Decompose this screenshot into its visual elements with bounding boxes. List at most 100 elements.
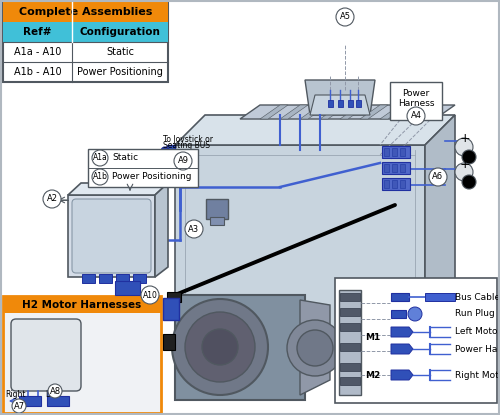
Bar (328, 100, 333, 107)
Polygon shape (300, 300, 330, 395)
Circle shape (141, 286, 159, 304)
Bar (356, 100, 361, 107)
Bar (340, 293, 360, 301)
Text: Static: Static (112, 154, 138, 163)
Bar (335, 278, 497, 403)
Text: +: + (460, 132, 470, 144)
Bar (382, 178, 410, 190)
Text: A1b - A10: A1b - A10 (14, 67, 62, 77)
Text: To Joystick or: To Joystick or (163, 134, 213, 144)
Text: H2 Motor Harnesses: H2 Motor Harnesses (22, 300, 142, 310)
Polygon shape (175, 115, 455, 145)
Polygon shape (380, 105, 408, 119)
Circle shape (161, 147, 169, 155)
Circle shape (336, 8, 354, 26)
Polygon shape (240, 105, 455, 119)
Text: Left Motor: Left Motor (455, 327, 500, 337)
Bar (391, 293, 409, 301)
Text: A3: A3 (188, 225, 200, 234)
Polygon shape (310, 95, 370, 115)
Bar (47, 396, 69, 406)
Circle shape (172, 299, 268, 395)
Polygon shape (68, 183, 168, 195)
Text: M2: M2 (365, 371, 380, 379)
Text: Seating BUS: Seating BUS (163, 142, 210, 151)
Bar (382, 146, 410, 158)
Circle shape (408, 307, 422, 321)
Text: A8: A8 (50, 386, 60, 395)
Text: Power Positioning: Power Positioning (77, 67, 163, 77)
Circle shape (92, 150, 108, 166)
Bar (99, 274, 112, 283)
Bar (425, 293, 455, 301)
Bar (390, 82, 442, 120)
Bar (167, 145, 175, 157)
Bar (3, 296, 161, 413)
Bar (167, 292, 181, 302)
Bar (382, 162, 410, 174)
Circle shape (407, 107, 425, 125)
Circle shape (92, 169, 108, 185)
Bar (163, 334, 175, 350)
Bar (400, 180, 405, 188)
Bar (391, 310, 406, 318)
Polygon shape (305, 80, 375, 115)
FancyBboxPatch shape (11, 319, 81, 391)
Bar (210, 217, 224, 225)
Bar (3, 296, 161, 313)
Circle shape (174, 152, 192, 170)
Circle shape (287, 320, 343, 376)
Polygon shape (260, 105, 288, 119)
Bar (392, 148, 397, 156)
Text: A6: A6 (432, 173, 444, 181)
Circle shape (297, 330, 333, 366)
Circle shape (12, 399, 26, 413)
Polygon shape (400, 105, 428, 119)
Bar (3, 2, 168, 82)
Circle shape (48, 384, 62, 398)
Text: +: + (460, 159, 470, 171)
Circle shape (462, 175, 476, 189)
Polygon shape (68, 195, 155, 277)
Text: Right: Right (6, 390, 26, 398)
Polygon shape (155, 183, 168, 277)
Polygon shape (175, 145, 425, 365)
Polygon shape (425, 115, 455, 365)
Text: Run Plug: Run Plug (455, 310, 495, 318)
Polygon shape (360, 105, 388, 119)
Circle shape (455, 138, 473, 156)
Bar (392, 180, 397, 188)
Text: A1a - A10: A1a - A10 (14, 47, 62, 57)
Bar (3, 2, 168, 22)
Bar (340, 308, 360, 316)
Text: A2: A2 (46, 195, 58, 203)
Polygon shape (391, 327, 413, 337)
Text: A1a: A1a (92, 154, 108, 163)
Text: Bus Cable: Bus Cable (455, 293, 500, 302)
Text: Power: Power (402, 88, 429, 98)
Bar (19, 396, 41, 406)
Bar (3, 22, 168, 42)
Bar (339, 290, 361, 395)
Text: Complete Assemblies: Complete Assemblies (19, 7, 152, 17)
Bar (133, 274, 146, 283)
Bar (400, 164, 405, 172)
Text: M1: M1 (365, 332, 380, 342)
Bar (340, 377, 360, 385)
Bar (163, 298, 179, 320)
Circle shape (429, 168, 447, 186)
Text: Right Motor: Right Motor (455, 371, 500, 379)
Circle shape (185, 312, 255, 382)
Text: A10: A10 (142, 290, 158, 300)
Bar (116, 274, 129, 283)
Bar (340, 343, 360, 351)
Text: Configuration: Configuration (80, 27, 160, 37)
Bar (392, 164, 397, 172)
Text: Harness: Harness (398, 98, 434, 107)
Text: Static: Static (106, 47, 134, 57)
Bar (340, 363, 360, 371)
Polygon shape (340, 105, 368, 119)
Polygon shape (300, 105, 328, 119)
FancyBboxPatch shape (72, 199, 151, 273)
Circle shape (455, 163, 473, 181)
